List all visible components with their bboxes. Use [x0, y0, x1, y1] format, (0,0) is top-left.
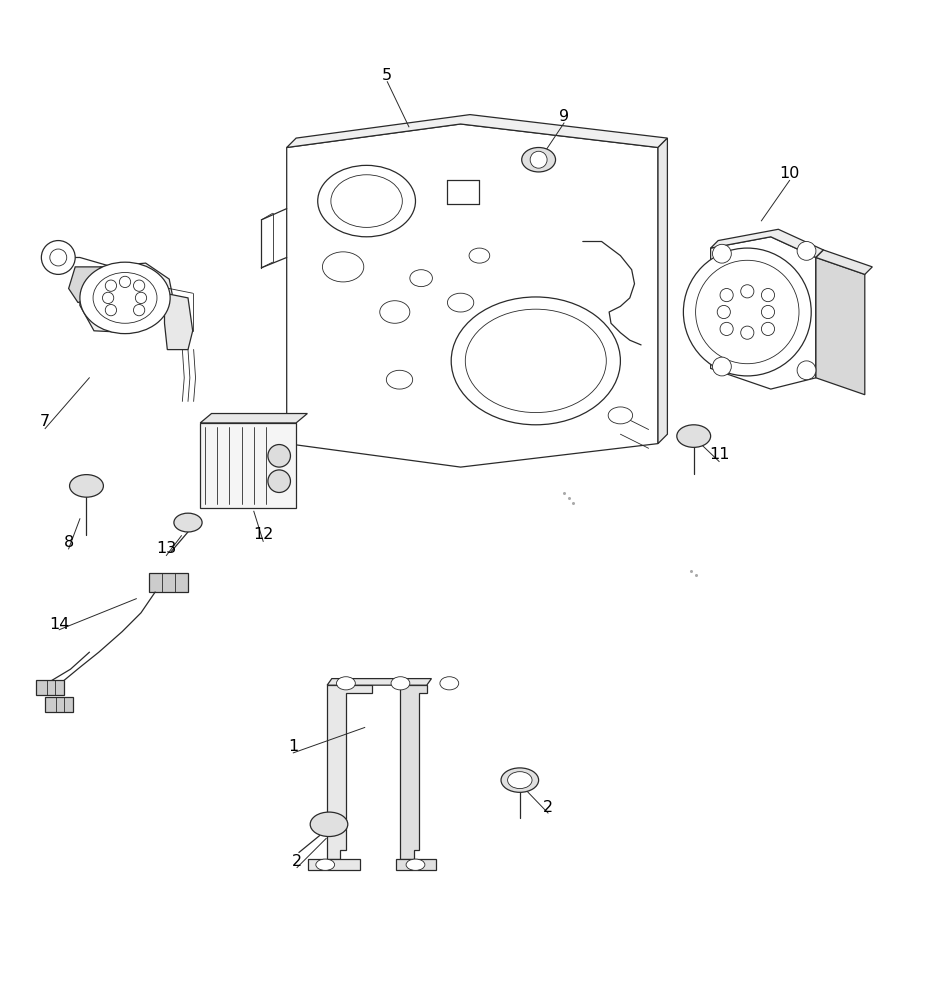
- Circle shape: [696, 260, 799, 364]
- Circle shape: [41, 241, 75, 274]
- Text: 9: 9: [559, 109, 569, 124]
- Polygon shape: [200, 423, 296, 508]
- Polygon shape: [36, 680, 64, 695]
- Circle shape: [713, 357, 731, 376]
- Circle shape: [268, 470, 290, 492]
- Text: 2: 2: [292, 854, 302, 869]
- Ellipse shape: [508, 772, 532, 789]
- Polygon shape: [149, 573, 188, 592]
- Ellipse shape: [410, 270, 432, 287]
- Circle shape: [720, 288, 733, 302]
- Ellipse shape: [93, 273, 157, 323]
- Polygon shape: [45, 697, 73, 712]
- Ellipse shape: [386, 370, 413, 389]
- Circle shape: [268, 445, 290, 467]
- Ellipse shape: [465, 309, 606, 413]
- Ellipse shape: [322, 252, 364, 282]
- Circle shape: [761, 288, 775, 302]
- Text: 7: 7: [40, 414, 50, 429]
- Ellipse shape: [451, 297, 620, 425]
- Polygon shape: [711, 229, 823, 257]
- Ellipse shape: [174, 513, 202, 532]
- Circle shape: [713, 244, 731, 263]
- Polygon shape: [327, 679, 431, 685]
- Ellipse shape: [447, 293, 474, 312]
- Ellipse shape: [331, 175, 402, 227]
- Polygon shape: [327, 685, 372, 859]
- Ellipse shape: [380, 301, 410, 323]
- Ellipse shape: [318, 165, 415, 237]
- Text: 10: 10: [779, 166, 800, 181]
- Text: 8: 8: [64, 535, 73, 550]
- Polygon shape: [711, 237, 816, 389]
- Polygon shape: [400, 685, 427, 859]
- Circle shape: [530, 151, 547, 168]
- Ellipse shape: [677, 425, 711, 447]
- Circle shape: [135, 292, 147, 304]
- Circle shape: [683, 248, 811, 376]
- Circle shape: [717, 305, 730, 319]
- Circle shape: [761, 322, 775, 336]
- Ellipse shape: [310, 812, 348, 837]
- Text: 2: 2: [543, 800, 553, 815]
- Ellipse shape: [337, 677, 355, 690]
- Circle shape: [133, 280, 145, 291]
- Circle shape: [102, 292, 114, 304]
- Circle shape: [741, 285, 754, 298]
- Ellipse shape: [522, 147, 556, 172]
- Polygon shape: [308, 859, 360, 870]
- Ellipse shape: [316, 859, 335, 870]
- Text: 13: 13: [156, 541, 177, 556]
- Polygon shape: [164, 293, 193, 350]
- Ellipse shape: [70, 475, 103, 497]
- Circle shape: [50, 249, 67, 266]
- Ellipse shape: [608, 407, 633, 424]
- Text: 11: 11: [709, 447, 729, 462]
- Circle shape: [720, 322, 733, 336]
- Circle shape: [741, 326, 754, 339]
- Ellipse shape: [469, 248, 490, 263]
- Circle shape: [797, 241, 816, 260]
- Circle shape: [105, 304, 117, 316]
- Circle shape: [761, 305, 775, 319]
- Polygon shape: [80, 263, 174, 333]
- Ellipse shape: [406, 859, 425, 870]
- Ellipse shape: [391, 677, 410, 690]
- Polygon shape: [396, 859, 436, 870]
- Circle shape: [797, 361, 816, 380]
- Polygon shape: [816, 250, 823, 378]
- Text: 12: 12: [253, 527, 274, 542]
- Text: 1: 1: [289, 739, 298, 754]
- Polygon shape: [816, 250, 872, 274]
- Ellipse shape: [440, 677, 459, 690]
- Polygon shape: [200, 414, 307, 423]
- Ellipse shape: [501, 768, 539, 792]
- Text: 5: 5: [383, 68, 392, 83]
- Polygon shape: [287, 124, 658, 467]
- Polygon shape: [658, 138, 667, 444]
- Circle shape: [119, 276, 131, 288]
- Circle shape: [133, 304, 145, 316]
- Polygon shape: [287, 115, 667, 147]
- Polygon shape: [69, 267, 101, 303]
- Polygon shape: [816, 257, 865, 395]
- Circle shape: [105, 280, 117, 291]
- Text: 14: 14: [49, 617, 70, 632]
- Ellipse shape: [80, 262, 170, 334]
